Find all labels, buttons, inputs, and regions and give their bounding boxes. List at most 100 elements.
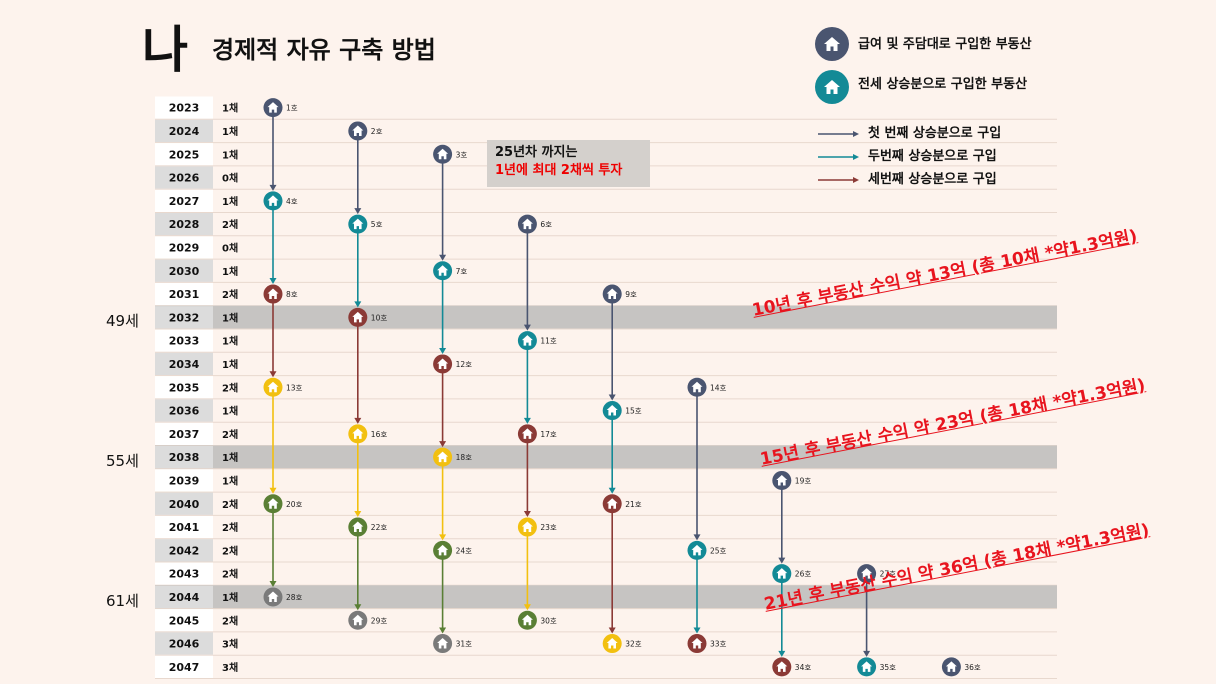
house-label: 21호 xyxy=(625,500,642,509)
year-cell xyxy=(155,422,213,445)
legend-first-label: 첫 번째 상승분으로 구입 xyxy=(868,126,1002,141)
age-label-55: 55세 xyxy=(106,452,139,470)
house-icon xyxy=(521,614,533,626)
year-cell xyxy=(155,119,213,143)
year-cell xyxy=(155,609,213,632)
house-label: 18호 xyxy=(456,453,473,462)
count-label: 2채 xyxy=(222,614,238,627)
house-label: 32호 xyxy=(625,640,642,649)
house-label: 6호 xyxy=(540,220,552,229)
house-label: 22호 xyxy=(371,523,388,532)
year-label: 2036 xyxy=(169,405,200,418)
house-icon xyxy=(267,381,279,393)
house-label: 25호 xyxy=(710,546,727,555)
legend-jeonse-house-icon xyxy=(815,70,849,104)
year-cell xyxy=(155,213,213,236)
house-label: 27호 xyxy=(880,570,897,579)
count-label: 2채 xyxy=(222,428,238,441)
house-icon xyxy=(267,498,279,509)
house-icon xyxy=(352,614,364,626)
legend-second-label: 두번째 상승분으로 구입 xyxy=(868,149,997,164)
year-label: 2032 xyxy=(169,311,200,324)
count-label: 0채 xyxy=(222,241,238,254)
year-cell xyxy=(155,469,213,492)
house-icon xyxy=(691,381,703,393)
house-icon xyxy=(861,568,873,579)
year-label: 2029 xyxy=(169,241,200,254)
age-label-61: 61세 xyxy=(106,592,139,610)
year-cell xyxy=(155,259,213,282)
house-icon xyxy=(521,521,533,533)
house-icon xyxy=(437,451,449,463)
house-icon xyxy=(606,405,618,416)
year-label: 2045 xyxy=(169,614,200,627)
house-label: 35호 xyxy=(880,663,897,672)
house-label: 4호 xyxy=(286,197,298,206)
house-label: 1호 xyxy=(286,104,298,113)
house-icon xyxy=(691,638,703,649)
house-icon xyxy=(437,544,449,556)
house-label: 26호 xyxy=(795,570,812,579)
count-label: 1채 xyxy=(222,125,238,138)
flow-arrowhead-icon xyxy=(269,371,277,378)
year-label: 2026 xyxy=(169,172,200,185)
house-label: 12호 xyxy=(456,360,473,369)
house-icon xyxy=(606,638,618,649)
year-cell xyxy=(155,189,213,212)
house-icon xyxy=(267,102,279,113)
house-label: 5호 xyxy=(371,220,383,229)
house-label: 23호 xyxy=(540,523,557,532)
house-icon xyxy=(776,661,788,672)
house-icon xyxy=(606,288,618,300)
flow-arrowhead-icon xyxy=(269,487,277,494)
house-icon xyxy=(352,428,364,439)
house-icon xyxy=(521,218,533,230)
year-label: 2044 xyxy=(169,591,200,604)
year-label: 2030 xyxy=(169,265,200,278)
count-label: 3채 xyxy=(222,638,238,651)
house-label: 28호 xyxy=(286,593,303,602)
house-label: 33호 xyxy=(710,640,727,649)
year-label: 2040 xyxy=(169,498,200,511)
age-band-row xyxy=(155,445,1057,469)
year-label: 2028 xyxy=(169,218,200,231)
year-cell xyxy=(155,655,213,678)
flow-arrowhead-icon xyxy=(523,324,531,331)
house-label: 24호 xyxy=(456,546,473,555)
count-label: 1채 xyxy=(222,451,238,464)
count-label: 1채 xyxy=(222,102,238,115)
legend-salary-house-icon xyxy=(815,27,849,61)
page-title: 경제적 자유 구축 방법 xyxy=(212,36,436,64)
house-icon xyxy=(267,591,279,602)
house-label: 34호 xyxy=(795,663,812,672)
count-label: 1채 xyxy=(222,591,238,604)
flow-arrowhead-icon xyxy=(608,627,616,634)
count-label: 1채 xyxy=(222,474,238,487)
year-label: 2046 xyxy=(169,638,200,651)
house-icon xyxy=(352,218,364,230)
house-label: 7호 xyxy=(456,267,468,276)
house-label: 2호 xyxy=(371,127,383,136)
age-label-49: 49세 xyxy=(106,312,139,330)
house-icon xyxy=(945,661,957,672)
flow-arrowhead-icon xyxy=(523,417,531,424)
flow-arrowhead-icon xyxy=(354,604,362,611)
flow-arrowhead-icon xyxy=(608,487,616,494)
count-label: 2채 xyxy=(222,288,238,301)
house-label: 30호 xyxy=(540,616,557,625)
count-label: 2채 xyxy=(222,521,238,534)
count-label: 1채 xyxy=(222,311,238,324)
year-cell xyxy=(155,562,213,585)
house-icon xyxy=(352,521,364,533)
year-label: 2033 xyxy=(169,335,200,348)
flow-arrowhead-icon xyxy=(693,627,701,634)
house-icon xyxy=(691,544,703,556)
year-label: 2037 xyxy=(169,428,200,441)
house-icon xyxy=(606,498,618,509)
year-cell xyxy=(155,236,213,259)
count-label: 3채 xyxy=(222,661,238,674)
count-label: 1채 xyxy=(222,265,238,278)
count-label: 0채 xyxy=(222,172,238,185)
flow-arrowhead-icon xyxy=(439,254,447,261)
house-icon xyxy=(267,288,279,300)
